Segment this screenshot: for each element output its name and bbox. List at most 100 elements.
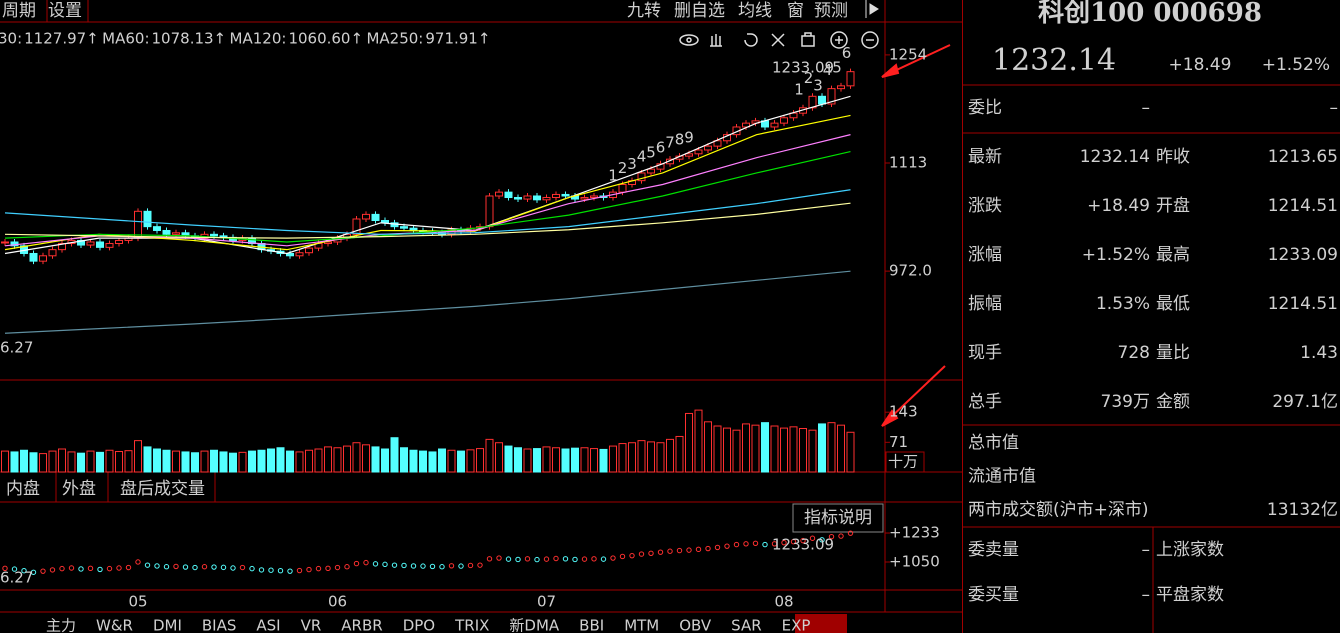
volume-bar <box>789 426 798 473</box>
candle-body <box>352 218 361 235</box>
volume-bar <box>694 409 703 473</box>
volume-bar <box>400 447 408 473</box>
quote-value: 1214.51 <box>1268 196 1338 216</box>
indicator-tab[interactable]: EXP <box>782 617 811 633</box>
sar-point <box>363 559 369 566</box>
nine-turn-label: 3 <box>813 76 823 94</box>
sar-point <box>78 566 84 572</box>
order-label: 上涨家数 <box>1156 540 1224 560</box>
volume-bar <box>29 452 38 473</box>
sar-point <box>68 565 75 571</box>
volume-bar <box>827 422 836 473</box>
indicator-tab[interactable]: BIAS <box>202 617 237 633</box>
sar-point <box>258 567 265 573</box>
toolbar-button[interactable]: 删自选 <box>674 1 725 21</box>
indicator-tab[interactable]: DPO <box>403 617 435 633</box>
toolbar-button[interactable]: 预测 <box>814 1 848 21</box>
collapse-icon[interactable] <box>865 0 879 18</box>
sar-point <box>648 550 654 556</box>
quote-label: 昨收 <box>1156 147 1190 167</box>
volume-bar <box>39 453 47 473</box>
candle-body <box>48 249 57 257</box>
toolbar-button[interactable]: 周期 <box>2 1 36 21</box>
volume-bar <box>561 448 570 473</box>
indicator-tab[interactable]: DMI <box>153 617 182 633</box>
indicator-tab[interactable]: BBI <box>579 617 604 633</box>
indicator-tab[interactable]: ASI <box>256 617 280 633</box>
indicator-tab[interactable]: SAR <box>731 617 761 633</box>
quote-value: 728 <box>1118 343 1150 363</box>
ma-line <box>4 202 851 239</box>
ma-legend-value: 1078.13 <box>152 30 214 48</box>
quote-price: 1232.14 <box>992 43 1116 78</box>
indicator-tab[interactable]: ARBR <box>341 617 382 633</box>
volume-bar <box>153 448 161 473</box>
sar-point <box>524 556 531 562</box>
indicator-tab[interactable]: MTM <box>624 617 659 633</box>
quote-label: 最新 <box>968 147 1002 167</box>
candle-body <box>590 195 598 199</box>
volume-bar <box>428 451 437 473</box>
sar-point <box>192 564 198 571</box>
quote-value: 1233.09 <box>1268 245 1338 265</box>
sar-point <box>40 568 46 574</box>
market-value: 13132亿 <box>1267 500 1338 520</box>
ma-legend-name: MA60: <box>102 30 149 48</box>
volume-bar <box>333 447 342 473</box>
panel-tab[interactable]: 外盘 <box>62 479 96 499</box>
sar-point <box>391 562 398 568</box>
panel-tab[interactable]: 盘后成交量 <box>120 479 205 499</box>
indicator-tab[interactable]: VR <box>301 617 322 633</box>
toolbar-icons[interactable] <box>679 31 879 49</box>
volume-bar <box>286 450 294 473</box>
toolbar-button[interactable]: 窗 <box>787 1 804 21</box>
volume-bar <box>105 449 114 473</box>
sar-point <box>638 551 645 557</box>
sar-point <box>743 541 749 547</box>
indicator-tab[interactable]: OBV <box>679 617 712 633</box>
quote-label: 涨幅 <box>968 245 1002 265</box>
indicator-tab[interactable]: W&R <box>96 617 133 633</box>
volume-bar <box>115 451 123 473</box>
indicator-tab[interactable]: TRIX <box>454 617 489 633</box>
volume-bar <box>219 451 228 473</box>
ma-legend-name: MA250: <box>366 30 423 48</box>
volume-bar <box>67 451 76 473</box>
candle-body <box>295 252 304 257</box>
volume-bar <box>761 422 769 473</box>
indicator-button-label[interactable]: 指标说明 <box>804 508 872 528</box>
volume-bar <box>580 447 589 473</box>
candle-body <box>1 241 9 244</box>
candle-body <box>514 197 522 200</box>
sar-point <box>562 556 569 562</box>
nine-turn-label: 5 <box>646 144 656 162</box>
panel-tab[interactable]: 内盘 <box>6 479 40 499</box>
ma-legend-arrow: ↑ <box>86 30 99 48</box>
quote-value: 1213.65 <box>1268 147 1338 167</box>
nine-turn-label: 4 <box>637 147 647 165</box>
candle-body <box>495 191 503 197</box>
toolbar-button[interactable]: 设置 <box>48 1 82 21</box>
volume-unit: 十万 <box>888 453 918 471</box>
high-label: 1233.09 <box>772 59 834 77</box>
nine-turn-label: 9 <box>684 128 694 146</box>
toolbar-button[interactable]: 九转 <box>627 1 661 21</box>
volume-bar <box>704 421 712 473</box>
volume-bar <box>324 446 332 473</box>
sar-point <box>486 556 493 562</box>
volume-bar <box>96 451 104 473</box>
volume-bar <box>523 448 532 473</box>
indicator-tab[interactable]: 新DMA <box>509 617 559 633</box>
indicator-button[interactable] <box>792 503 884 533</box>
volume-bar <box>381 448 389 473</box>
sar-point <box>296 567 303 574</box>
sar-point <box>21 567 27 574</box>
toolbar-button[interactable]: 均线 <box>738 1 772 21</box>
indicator-tab[interactable]: 主力 <box>46 617 76 633</box>
sar-point <box>2 565 8 572</box>
candle-body <box>552 193 560 199</box>
y-tick-label: +1050 <box>889 552 940 570</box>
volume-bar <box>713 425 722 473</box>
ma-line <box>4 95 851 255</box>
volume-bar <box>20 449 28 473</box>
